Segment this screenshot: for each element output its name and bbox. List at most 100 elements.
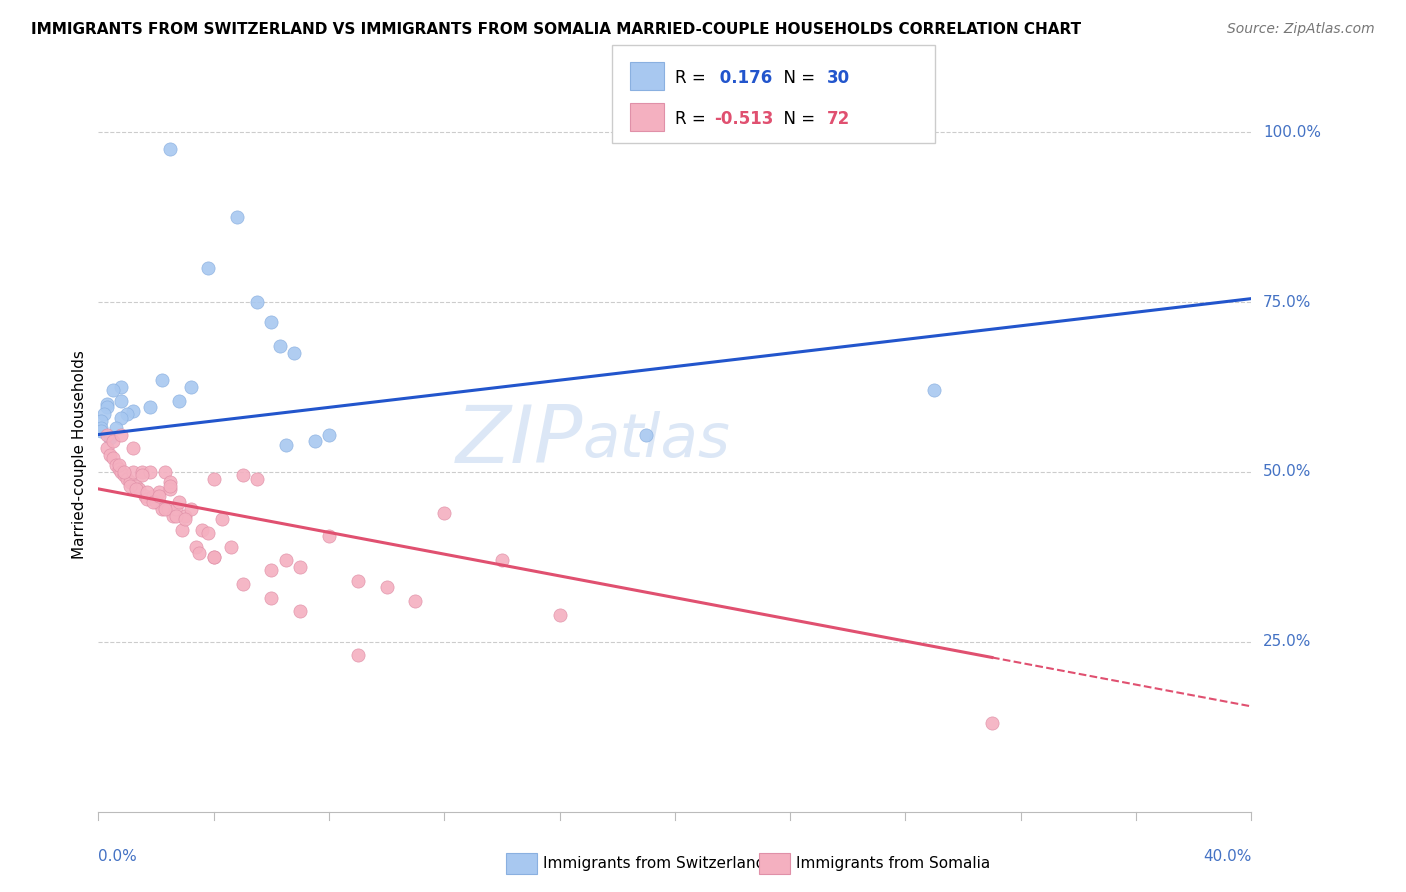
Point	[260, 564, 283, 578]
Point	[131, 465, 153, 479]
Point	[110, 410, 132, 425]
Point	[122, 465, 145, 479]
Point	[153, 502, 176, 516]
Point	[197, 260, 219, 275]
Point	[112, 465, 135, 479]
Text: N =: N =	[773, 69, 821, 87]
Point	[136, 492, 159, 507]
Point	[142, 495, 165, 509]
Point	[98, 431, 121, 445]
Point	[125, 478, 148, 492]
Point	[318, 529, 340, 543]
Point	[101, 434, 124, 449]
Text: 30: 30	[827, 69, 849, 87]
Point	[110, 393, 132, 408]
Point	[148, 489, 170, 503]
Point	[186, 540, 208, 554]
Point	[107, 458, 129, 472]
Point	[159, 475, 181, 489]
Point	[90, 414, 112, 428]
Point	[548, 607, 571, 622]
Point	[101, 384, 124, 398]
Text: 0.176: 0.176	[714, 69, 772, 87]
Point	[104, 458, 127, 472]
Point	[159, 142, 181, 156]
Point	[117, 472, 138, 486]
Text: Immigrants from Somalia: Immigrants from Somalia	[796, 856, 990, 871]
Y-axis label: Married-couple Households: Married-couple Households	[72, 351, 87, 559]
Point	[346, 648, 368, 663]
Point	[153, 465, 176, 479]
Point	[162, 509, 184, 524]
Point	[159, 478, 181, 492]
Point	[180, 502, 202, 516]
Point	[159, 482, 181, 496]
Point	[107, 461, 129, 475]
Point	[197, 526, 219, 541]
Point	[174, 509, 197, 524]
Point	[290, 560, 312, 574]
Point	[491, 553, 513, 567]
Point	[125, 482, 148, 496]
Point	[191, 523, 214, 537]
Point	[110, 380, 132, 394]
Point	[167, 393, 190, 408]
Point	[117, 407, 138, 421]
Point	[145, 495, 167, 509]
Point	[128, 482, 150, 496]
Point	[260, 591, 283, 605]
Point	[156, 502, 179, 516]
Text: IMMIGRANTS FROM SWITZERLAND VS IMMIGRANTS FROM SOMALIA MARRIED-COUPLE HOUSEHOLDS: IMMIGRANTS FROM SWITZERLAND VS IMMIGRANT…	[31, 22, 1081, 37]
Point	[246, 295, 269, 310]
Point	[290, 604, 312, 618]
Point	[188, 546, 211, 560]
Point	[93, 407, 115, 421]
Text: 50.0%: 50.0%	[1263, 465, 1312, 479]
Point	[922, 384, 945, 398]
Text: Immigrants from Switzerland: Immigrants from Switzerland	[543, 856, 765, 871]
Point	[225, 210, 247, 224]
Point	[120, 475, 142, 489]
Point	[246, 472, 269, 486]
Point	[231, 577, 254, 591]
Point	[150, 502, 173, 516]
Point	[274, 438, 297, 452]
Point	[165, 502, 187, 516]
Point	[219, 540, 242, 554]
Text: Source: ZipAtlas.com: Source: ZipAtlas.com	[1227, 22, 1375, 37]
Point	[260, 315, 283, 329]
Point	[139, 401, 162, 415]
Point	[110, 465, 132, 479]
Point	[346, 574, 368, 588]
Point	[90, 424, 112, 438]
Text: -0.513: -0.513	[714, 110, 773, 128]
Point	[120, 478, 142, 492]
Text: 100.0%: 100.0%	[1263, 125, 1320, 140]
Point	[202, 472, 225, 486]
Point	[131, 468, 153, 483]
Point	[981, 716, 1004, 731]
Point	[636, 427, 658, 442]
Point	[96, 441, 118, 455]
Text: atlas: atlas	[582, 411, 731, 470]
Point	[96, 397, 118, 411]
Point	[283, 346, 305, 360]
Point	[231, 468, 254, 483]
Point	[122, 441, 145, 455]
Point	[433, 506, 456, 520]
Point	[150, 373, 173, 387]
Text: 25.0%: 25.0%	[1263, 634, 1312, 649]
Point	[136, 485, 159, 500]
Point	[101, 451, 124, 466]
Text: R =: R =	[675, 110, 711, 128]
Point	[112, 468, 135, 483]
Point	[96, 427, 118, 442]
Point	[165, 509, 187, 524]
Point	[211, 512, 233, 526]
Point	[98, 448, 121, 462]
Point	[202, 549, 225, 564]
Point	[110, 427, 132, 442]
Text: 40.0%: 40.0%	[1204, 849, 1251, 864]
Point	[134, 489, 156, 503]
Point	[148, 485, 170, 500]
